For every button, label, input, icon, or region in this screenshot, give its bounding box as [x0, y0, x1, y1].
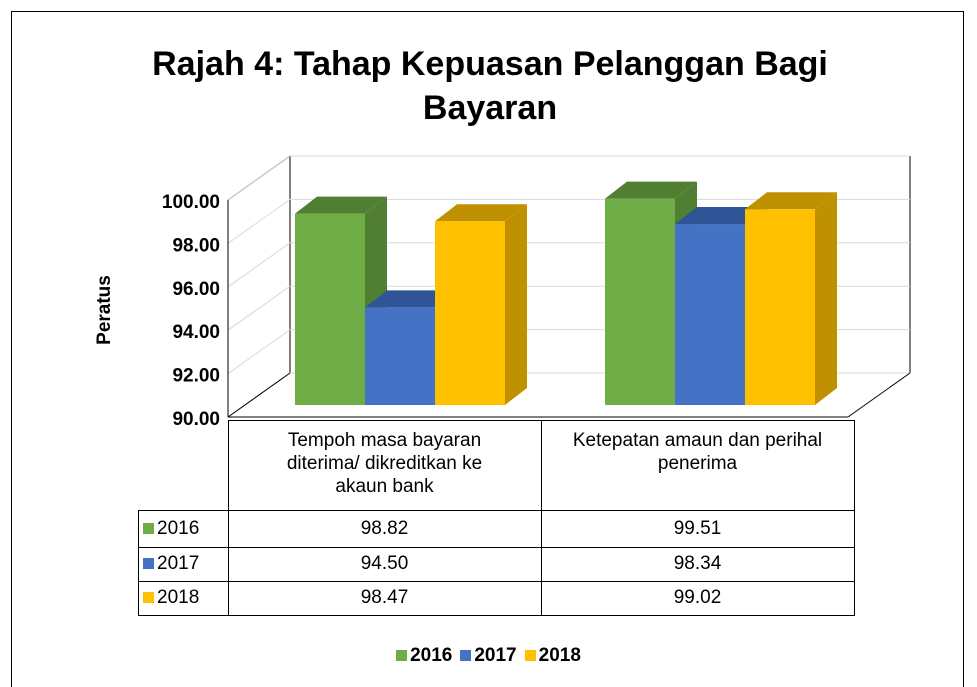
table-value: 98.82: [227, 509, 542, 548]
grid-line: [227, 285, 291, 331]
data-table: Tempoh masa bayaran diterima/ dikreditka…: [138, 420, 855, 616]
legend-swatch: [396, 650, 408, 661]
category-label: Tempoh masa bayaran diterima/ dikreditka…: [286, 430, 483, 497]
bar: [365, 307, 435, 405]
table-key-cell: 2018: [138, 580, 229, 616]
table-value: 98.47: [227, 580, 542, 616]
y-tick-label: 90.00: [172, 409, 220, 430]
table-value: 99.02: [540, 580, 855, 616]
legend-swatch: [143, 558, 154, 569]
grid-line: [227, 155, 291, 201]
bar-top: [605, 181, 697, 199]
table-row: 2018 98.47 99.02: [138, 580, 855, 616]
chart-border: [11, 11, 964, 687]
y-tick-label: 96.00: [172, 279, 220, 300]
floor-edge: [847, 372, 911, 418]
bar: [295, 213, 365, 405]
legend-swatch: [524, 650, 536, 661]
chart-title: Rajah 4: Tahap Kepuasan Pelanggan Bagi B…: [152, 45, 828, 127]
table-key-cell: 2017: [138, 546, 229, 582]
table-value: 99.51: [540, 509, 855, 548]
bar-top: [435, 204, 527, 222]
bar-side: [505, 204, 527, 405]
bar-side: [815, 192, 837, 405]
y-tick-label: 98.00: [172, 235, 220, 256]
series-name: 2017: [157, 553, 200, 574]
legend-label: 2016: [410, 645, 453, 666]
table-row: 2016 98.82 99.51: [138, 509, 855, 548]
table-value: 94.50: [227, 546, 542, 582]
bar: [745, 209, 815, 405]
series-name: 2018: [157, 587, 200, 608]
legend-label: 2017: [474, 645, 517, 666]
grid-line: [227, 329, 291, 375]
grid-line: [227, 198, 291, 244]
legend: 2016 2017 2018: [0, 645, 977, 667]
bar-top: [295, 196, 387, 214]
legend-item: 2017: [460, 645, 517, 666]
table-header-row: Tempoh masa bayaran diterima/ dikreditka…: [139, 420, 855, 511]
legend-label: 2018: [538, 645, 581, 666]
y-tick-label: 100.00: [162, 192, 220, 213]
bar: [675, 224, 745, 405]
legend-swatch: [143, 592, 154, 603]
legend-swatch: [460, 650, 472, 661]
floor-edge: [227, 372, 291, 418]
y-tick-label: 92.00: [172, 366, 220, 387]
bar-top: [745, 192, 837, 210]
bar: [435, 221, 505, 405]
legend-item: 2018: [524, 645, 581, 666]
table-value: 98.34: [540, 546, 855, 582]
bar-top: [675, 207, 767, 225]
table-row: 2017 94.50 98.34: [138, 546, 855, 582]
legend-swatch: [143, 522, 154, 534]
series-name: 2016: [157, 517, 200, 539]
bar-top: [365, 290, 457, 308]
legend-item: 2016: [396, 645, 452, 666]
table-corner: [139, 421, 229, 511]
bar: [605, 198, 675, 405]
table-category-cell: Ketepatan amaun dan perihal penerima: [540, 420, 855, 511]
y-axis-label: Peratus: [94, 275, 115, 345]
category-label: Ketepatan amaun dan perihal penerima: [572, 430, 823, 474]
y-tick-label: 94.00: [172, 322, 220, 343]
grid-line: [227, 242, 291, 288]
table-category-cell: Tempoh masa bayaran diterima/ dikreditka…: [227, 420, 542, 511]
table-key-cell: 2016: [138, 509, 229, 548]
